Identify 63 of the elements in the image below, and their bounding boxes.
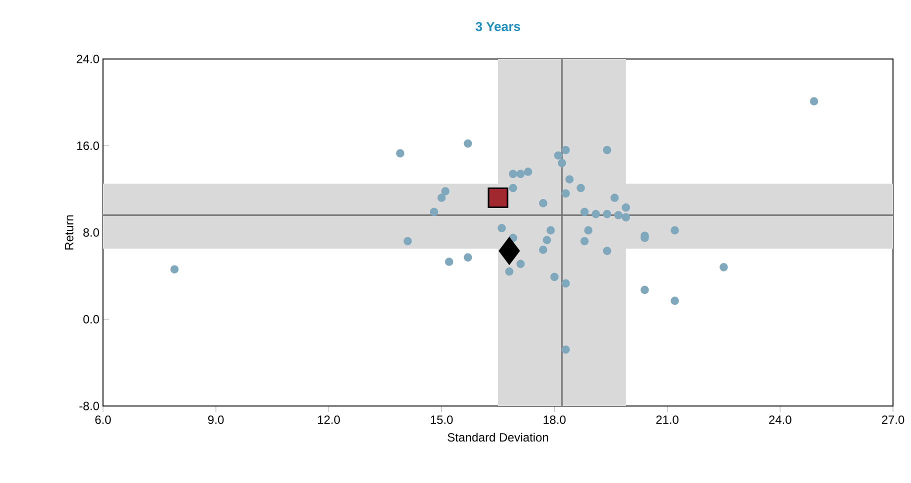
y-tick-label: 0.0 <box>83 315 100 324</box>
point <box>516 260 525 268</box>
x-tick-label: 15.0 <box>430 416 453 424</box>
point <box>524 168 532 176</box>
point <box>550 272 559 282</box>
point <box>592 210 600 218</box>
x-tick-label: 21.0 <box>656 416 678 424</box>
point <box>670 296 679 305</box>
point <box>602 246 612 256</box>
point <box>444 258 454 266</box>
point <box>498 237 520 265</box>
point <box>580 237 589 246</box>
point <box>539 246 548 254</box>
point <box>170 265 179 274</box>
point <box>610 194 619 202</box>
x-tick-label: 27.0 <box>882 416 904 424</box>
x-tick-label: 12.0 <box>318 416 340 424</box>
point <box>576 184 585 192</box>
point <box>562 189 570 198</box>
point <box>464 139 472 148</box>
point <box>562 146 570 154</box>
point <box>562 279 570 288</box>
point <box>810 97 818 106</box>
point <box>437 194 446 202</box>
point <box>640 286 649 294</box>
point <box>562 345 570 354</box>
point <box>622 203 630 212</box>
y-tick-label: 16.0 <box>77 142 100 150</box>
point <box>670 226 679 234</box>
point <box>546 226 555 234</box>
point <box>602 210 612 218</box>
chart-title: 3 Years <box>476 22 520 32</box>
x-tick-label: 6.0 <box>95 416 111 424</box>
point <box>505 267 514 276</box>
point <box>558 158 566 168</box>
x-tick-label: 9.0 <box>208 416 224 424</box>
y-tick-label: 24.0 <box>76 54 100 64</box>
point <box>404 237 412 246</box>
x-axis-title: Standard Deviation <box>448 432 548 442</box>
x-tick-label: 24.0 <box>769 416 792 424</box>
point <box>720 263 728 272</box>
point <box>614 210 623 220</box>
point <box>539 199 548 208</box>
point <box>565 175 574 184</box>
point <box>441 187 450 196</box>
y-axis-title: Return <box>65 215 74 250</box>
point <box>396 149 404 158</box>
point <box>580 208 589 216</box>
y-tick-label: -8.0 <box>79 402 100 410</box>
y-tick-label: 8.0 <box>83 228 100 237</box>
point <box>508 184 518 192</box>
point <box>430 208 438 216</box>
point <box>584 226 592 234</box>
point <box>602 146 612 154</box>
point <box>622 213 630 222</box>
point <box>498 224 506 232</box>
point <box>508 170 518 178</box>
point <box>464 253 472 262</box>
point <box>542 236 552 244</box>
point <box>516 170 525 178</box>
point <box>554 151 562 160</box>
x-tick-label: 18.0 <box>544 416 566 424</box>
point <box>488 188 508 208</box>
